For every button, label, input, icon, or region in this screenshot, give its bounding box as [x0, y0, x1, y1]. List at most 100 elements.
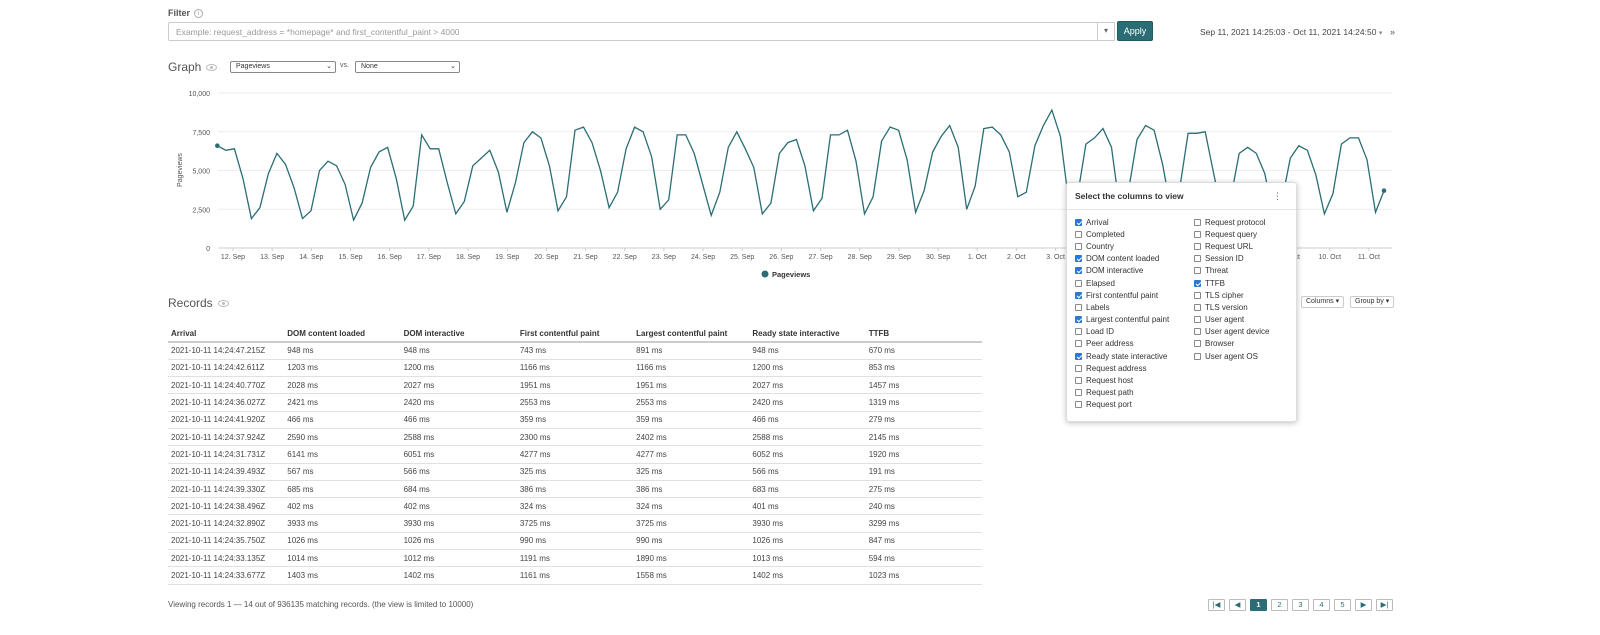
- table-row[interactable]: 2021-10-11 14:24:36.027Z 2421 ms 2420 ms 25…: [168, 393, 982, 412]
- checkbox[interactable]: [1075, 279, 1082, 287]
- checkbox[interactable]: [1075, 328, 1082, 336]
- table-row[interactable]: 2021-10-11 14:24:41.920Z 466 ms 466 ms 359 …: [168, 411, 982, 429]
- checkbox[interactable]: [1075, 242, 1082, 250]
- page-3-button[interactable]: 3: [1292, 599, 1309, 611]
- checkbox[interactable]: [1075, 267, 1082, 275]
- checkbox[interactable]: [1194, 230, 1201, 238]
- legend-marker[interactable]: [761, 270, 769, 278]
- column-option[interactable]: User agent device: [1194, 326, 1269, 338]
- table-row[interactable]: 2021-10-11 14:24:35.750Z 1026 ms 1026 ms 99…: [168, 532, 982, 551]
- checkbox[interactable]: [1075, 291, 1082, 299]
- column-option[interactable]: TLS cipher: [1194, 289, 1269, 301]
- page-4-button[interactable]: 4: [1313, 599, 1330, 611]
- table-row[interactable]: 2021-10-11 14:24:39.493Z 567 ms 566 ms 325 …: [168, 463, 982, 481]
- column-option[interactable]: Ready state interactive: [1075, 350, 1169, 362]
- column-option[interactable]: Elapsed: [1075, 277, 1169, 289]
- column-option[interactable]: Request host: [1075, 374, 1169, 386]
- table-row[interactable]: 2021-10-11 14:24:37.924Z 2590 ms 2588 ms 23…: [168, 428, 982, 447]
- apply-button[interactable]: Apply: [1117, 21, 1153, 41]
- page-1-button[interactable]: 1: [1250, 599, 1267, 611]
- column-header[interactable]: Largest contentful paint: [633, 325, 750, 343]
- checkbox[interactable]: [1194, 255, 1201, 263]
- column-option[interactable]: TLS version: [1194, 301, 1269, 313]
- prev-page-button[interactable]: ◀: [1229, 599, 1246, 611]
- date-range-picker[interactable]: Sep 11, 2021 14:25:03 - Oct 11, 2021 14:…: [1200, 27, 1383, 37]
- table-row[interactable]: 2021-10-11 14:24:33.677Z 1403 ms 1402 ms 11…: [168, 566, 982, 585]
- column-option[interactable]: User agent: [1194, 314, 1269, 326]
- checkbox[interactable]: [1194, 328, 1201, 336]
- column-option[interactable]: Labels: [1075, 301, 1169, 313]
- legend-label[interactable]: Pageviews: [772, 270, 810, 279]
- table-row[interactable]: 2021-10-11 14:24:38.496Z 402 ms 402 ms 324 …: [168, 497, 982, 516]
- checkbox[interactable]: [1075, 364, 1082, 372]
- checkbox[interactable]: [1075, 340, 1082, 348]
- table-row[interactable]: 2021-10-11 14:24:47.215Z 948 ms 948 ms 743 …: [168, 342, 982, 360]
- checkbox[interactable]: [1075, 389, 1082, 397]
- checkbox[interactable]: [1075, 255, 1082, 263]
- column-option[interactable]: Completed: [1075, 228, 1169, 240]
- eye-icon[interactable]: [206, 63, 218, 71]
- checkbox[interactable]: [1194, 267, 1201, 275]
- filter-input[interactable]: [168, 22, 1098, 41]
- info-icon[interactable]: i: [194, 8, 204, 18]
- eye-icon[interactable]: [217, 299, 229, 307]
- table-row[interactable]: 2021-10-11 14:24:40.770Z 2028 ms 2027 ms 19…: [168, 376, 982, 395]
- column-option[interactable]: Session ID: [1194, 253, 1269, 265]
- first-page-button[interactable]: |◀: [1208, 599, 1225, 611]
- checkbox[interactable]: [1194, 242, 1201, 250]
- metric-select[interactable]: Pageviews ⌄: [230, 61, 336, 73]
- checkbox[interactable]: [1194, 340, 1201, 348]
- column-option[interactable]: Request protocol: [1194, 216, 1269, 228]
- table-row[interactable]: 2021-10-11 14:24:32.890Z 3933 ms 3930 ms 37…: [168, 514, 982, 533]
- checkbox[interactable]: [1075, 352, 1082, 360]
- table-row[interactable]: 2021-10-11 14:24:33.135Z 1014 ms 1012 ms 11…: [168, 549, 982, 568]
- column-option[interactable]: Request port: [1075, 399, 1169, 411]
- next-page-button[interactable]: ▶: [1355, 599, 1372, 611]
- column-header[interactable]: First contentful paint: [516, 325, 634, 343]
- column-option[interactable]: Request path: [1075, 387, 1169, 399]
- checkbox[interactable]: [1194, 352, 1201, 360]
- column-option[interactable]: Country: [1075, 240, 1169, 252]
- columns-button[interactable]: Columns ▾: [1301, 296, 1345, 308]
- checkbox[interactable]: [1075, 377, 1082, 385]
- page-2-button[interactable]: 2: [1271, 599, 1288, 611]
- table-row[interactable]: 2021-10-11 14:24:31.731Z 6141 ms 6051 ms 42…: [168, 445, 982, 464]
- column-option[interactable]: Largest contentful paint: [1075, 314, 1169, 326]
- filter-history-dropdown[interactable]: ▾: [1097, 22, 1115, 41]
- checkbox[interactable]: [1075, 230, 1082, 238]
- more-options-icon[interactable]: ⋮: [1273, 191, 1282, 201]
- table-row[interactable]: 2021-10-11 14:24:42.611Z 1203 ms 1200 ms 11…: [168, 359, 982, 378]
- column-option[interactable]: Request address: [1075, 362, 1169, 374]
- column-header[interactable]: TTFB: [865, 325, 982, 343]
- checkbox[interactable]: [1194, 279, 1201, 287]
- column-option[interactable]: Arrival: [1075, 216, 1169, 228]
- column-header[interactable]: Ready state interactive: [749, 325, 866, 343]
- column-option[interactable]: Load ID: [1075, 326, 1169, 338]
- checkbox[interactable]: [1075, 316, 1082, 324]
- column-header[interactable]: DOM content loaded: [284, 325, 401, 343]
- column-header[interactable]: DOM interactive: [400, 325, 517, 343]
- checkbox[interactable]: [1194, 316, 1201, 324]
- column-option[interactable]: TTFB: [1194, 277, 1269, 289]
- collapse-panel-icon[interactable]: »: [1390, 27, 1396, 37]
- column-option[interactable]: First contentful paint: [1075, 289, 1169, 301]
- pageviews-chart[interactable]: 0 2,500 5,000 7,500 10,000 Pageviews 12. Sep 13…: [0, 0, 1600, 290]
- checkbox[interactable]: [1194, 218, 1201, 226]
- checkbox[interactable]: [1194, 303, 1201, 311]
- checkbox[interactable]: [1075, 303, 1082, 311]
- group-by-button[interactable]: Group by ▾: [1350, 296, 1395, 308]
- column-header[interactable]: Arrival: [168, 325, 285, 343]
- column-option[interactable]: Threat: [1194, 265, 1269, 277]
- checkbox[interactable]: [1075, 401, 1082, 409]
- checkbox[interactable]: [1075, 218, 1082, 226]
- last-page-button[interactable]: ▶|: [1376, 599, 1393, 611]
- table-row[interactable]: 2021-10-11 14:24:39.330Z 685 ms 684 ms 386 …: [168, 480, 982, 499]
- column-option[interactable]: User agent OS: [1194, 350, 1269, 362]
- column-option[interactable]: Browser: [1194, 338, 1269, 350]
- checkbox[interactable]: [1194, 291, 1201, 299]
- column-option[interactable]: Request URL: [1194, 240, 1269, 252]
- column-option[interactable]: Peer address: [1075, 338, 1169, 350]
- column-option[interactable]: Request query: [1194, 228, 1269, 240]
- compare-select[interactable]: None ⌄: [355, 61, 460, 73]
- page-5-button[interactable]: 5: [1334, 599, 1351, 611]
